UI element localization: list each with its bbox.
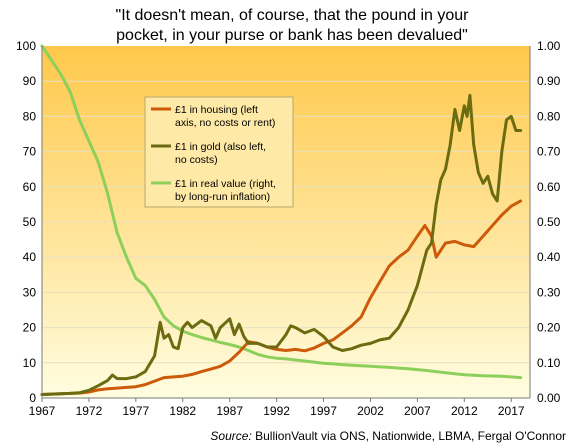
legend-label: £1 in gold (also left, [175, 141, 266, 153]
source-note: Source: BullionVault via ONS, Nationwide… [210, 429, 566, 443]
x-tick-label: 1977 [122, 404, 149, 418]
legend-label: £1 in real value (right, [175, 178, 276, 190]
y-tick-left: 100 [16, 39, 36, 53]
x-tick-label: 1997 [310, 404, 337, 418]
source-value: BullionVault via ONS, Nationwide, LBMA, … [255, 429, 566, 443]
y-tick-right: 0.30 [537, 285, 561, 299]
y-tick-right: 0.10 [537, 356, 561, 370]
legend-label: by long-run inflation) [175, 191, 270, 203]
x-tick-label: 2012 [451, 404, 478, 418]
chart-title: "It doesn't mean, of course, that the po… [116, 7, 470, 44]
x-tick-label: 1972 [76, 404, 103, 418]
legend-label: £1 in housing (left [175, 104, 258, 116]
y-tick-right: 0.80 [537, 109, 561, 123]
title-line: "It doesn't mean, of course, that the po… [116, 7, 470, 24]
title-line: pocket, in your purse or bank has been d… [116, 27, 468, 44]
legend-label: no costs) [175, 154, 218, 166]
y-tick-right: 0.50 [537, 215, 561, 229]
legend-box [144, 96, 294, 208]
y-tick-right: 0.20 [537, 321, 561, 335]
y-tick-left: 80 [23, 109, 37, 123]
y-tick-left: 60 [23, 180, 37, 194]
y-tick-left: 30 [23, 285, 37, 299]
x-tick-label: 1982 [169, 404, 196, 418]
x-tick-label: 2017 [498, 404, 525, 418]
y-tick-left: 0 [29, 391, 36, 405]
y-tick-right: 1.00 [537, 39, 561, 53]
x-tick-label: 1987 [216, 404, 243, 418]
x-tick-label: 1967 [29, 404, 56, 418]
y-tick-right: 0.70 [537, 145, 561, 159]
series-real-value-line [40, 44, 523, 380]
x-tick-label: 2007 [404, 404, 431, 418]
y-tick-left: 90 [23, 74, 37, 88]
y-tick-left: 40 [23, 250, 37, 264]
x-tick-label: 2002 [357, 404, 384, 418]
y-tick-right: 0.00 [537, 391, 561, 405]
y-tick-right: 0.40 [537, 250, 561, 264]
y-tick-right: 0.90 [537, 74, 561, 88]
series-gold-line [40, 93, 523, 396]
source-label: Source: [210, 429, 251, 443]
y-tick-left: 10 [23, 356, 37, 370]
series-layer [40, 44, 523, 396]
x-tick-label: 1992 [263, 404, 290, 418]
y-tick-left: 20 [23, 321, 37, 335]
axes: 0 0.00 10 0.10 20 0.20 30 0.30 40 0.40 50 0.50 60 0.6… [16, 39, 561, 418]
legend-label: axis, no costs or rent) [175, 117, 275, 129]
series-housing-line [40, 199, 523, 396]
y-tick-left: 50 [23, 215, 37, 229]
y-tick-right: 0.60 [537, 180, 561, 194]
y-tick-left: 70 [23, 145, 37, 159]
